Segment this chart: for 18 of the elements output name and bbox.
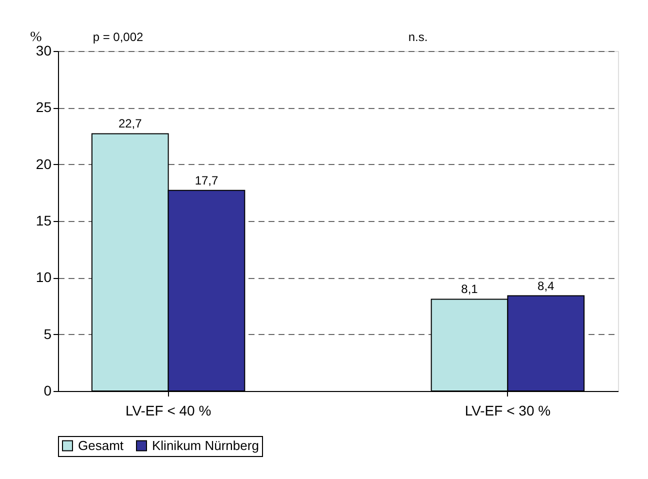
y-tick-label: 20 (36, 156, 52, 172)
text: n.s. (408, 30, 428, 44)
x-tick-label: LV-EF < 30 % (464, 402, 551, 418)
y-tick-label: 10 (36, 269, 52, 286)
y-tick-label: 25 (36, 99, 52, 116)
y-tick-label: 15 (36, 212, 52, 228)
y-axis-title: % (30, 30, 42, 45)
data-label: 17,7 (194, 173, 218, 188)
y-tick-label: 0 (44, 382, 52, 398)
data-label: 8,4 (538, 278, 555, 293)
y-tick-label: 5 (44, 326, 52, 342)
data-label: 8,1 (461, 282, 478, 296)
legend-label: Gesamt (78, 438, 124, 453)
y-tick-label: 30 (36, 42, 52, 58)
legend-label: Klinikum Nürnberg (152, 438, 259, 453)
x-tick-label: LV-EF < 40 % (125, 402, 212, 418)
data-label: 22,7 (118, 116, 142, 131)
text: p = 0,002 (92, 30, 144, 44)
